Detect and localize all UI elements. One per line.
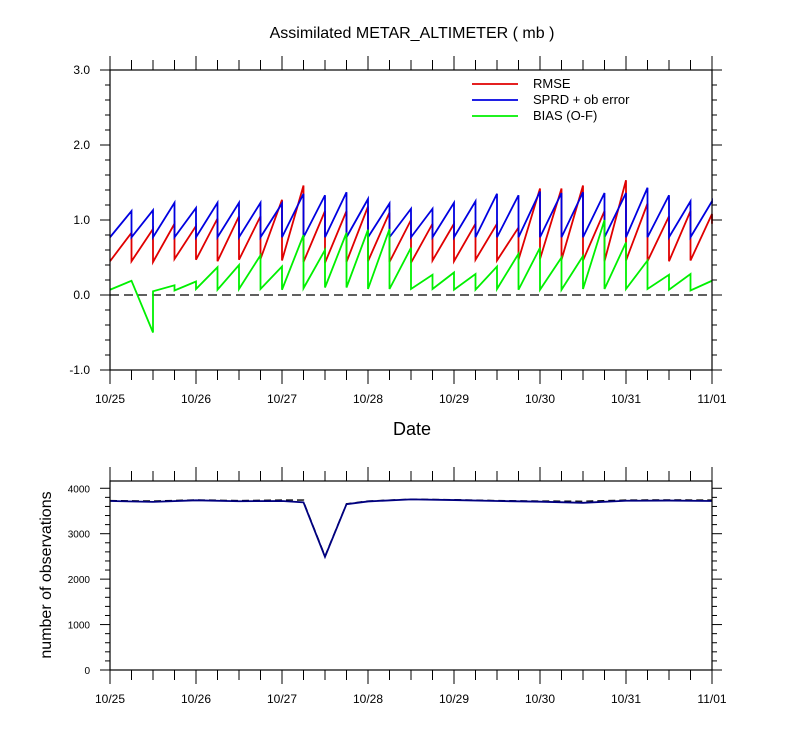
series-line-1 [109, 187, 713, 241]
y-tick-label: 3.0 [73, 63, 90, 77]
x-tick-label: 10/27 [267, 692, 297, 706]
x-tick-label: 10/29 [439, 392, 469, 406]
y-axis-label: number of observations [38, 491, 55, 658]
y-tick-label: 1.0 [73, 213, 90, 227]
y-tick-label: -1.0 [69, 363, 90, 377]
x-tick-label: 10/25 [95, 392, 125, 406]
series-line-2 [109, 219, 713, 333]
legend-label-1: SPRD + ob error [533, 92, 630, 107]
y-tick-label: 3000 [68, 530, 91, 541]
x-tick-label: 10/25 [95, 692, 125, 706]
y-tick-label: 1000 [68, 621, 91, 632]
x-tick-label: 10/28 [353, 392, 383, 406]
bottom-series [109, 498, 713, 560]
y-tick-label: 4000 [68, 484, 91, 495]
x-tick-label: 10/31 [611, 692, 641, 706]
bottom-plot-frame [109, 480, 713, 671]
obs-count-line-0 [109, 498, 713, 558]
y-tick-label: 0 [84, 666, 90, 677]
x-tick-label: 10/26 [181, 692, 211, 706]
chart-title: Assimilated METAR_ALTIMETER ( mb ) [270, 25, 555, 42]
x-tick-label: 10/30 [525, 392, 555, 406]
y-tick-label: 0.0 [73, 288, 90, 302]
x-axis-label: Date [393, 419, 431, 439]
legend-label-2: BIAS (O-F) [533, 108, 597, 123]
y-tick-label: 2000 [68, 575, 91, 586]
legend-label-0: RMSE [533, 76, 571, 91]
x-tick-label: 10/27 [267, 392, 297, 406]
x-tick-label: 10/30 [525, 692, 555, 706]
x-tick-label: 10/31 [611, 392, 641, 406]
x-tick-label: 10/26 [181, 392, 211, 406]
y-tick-label: 2.0 [73, 138, 90, 152]
x-tick-label: 10/29 [439, 692, 469, 706]
obs-count-line-1 [109, 498, 713, 560]
x-tick-label: 11/01 [697, 692, 726, 706]
top-axes: -1.0 0.0 1.0 2.0 3.0 10/25 10/26 10/27 10/28 10/2… [69, 56, 727, 406]
x-tick-label: 10/28 [353, 692, 383, 706]
bottom-axes: 0 1000 2000 3000 4000 10/25 10/26 10/27 10/28 10/… [68, 467, 727, 706]
top-series [109, 180, 713, 333]
x-tick-label: 11/01 [697, 392, 726, 406]
